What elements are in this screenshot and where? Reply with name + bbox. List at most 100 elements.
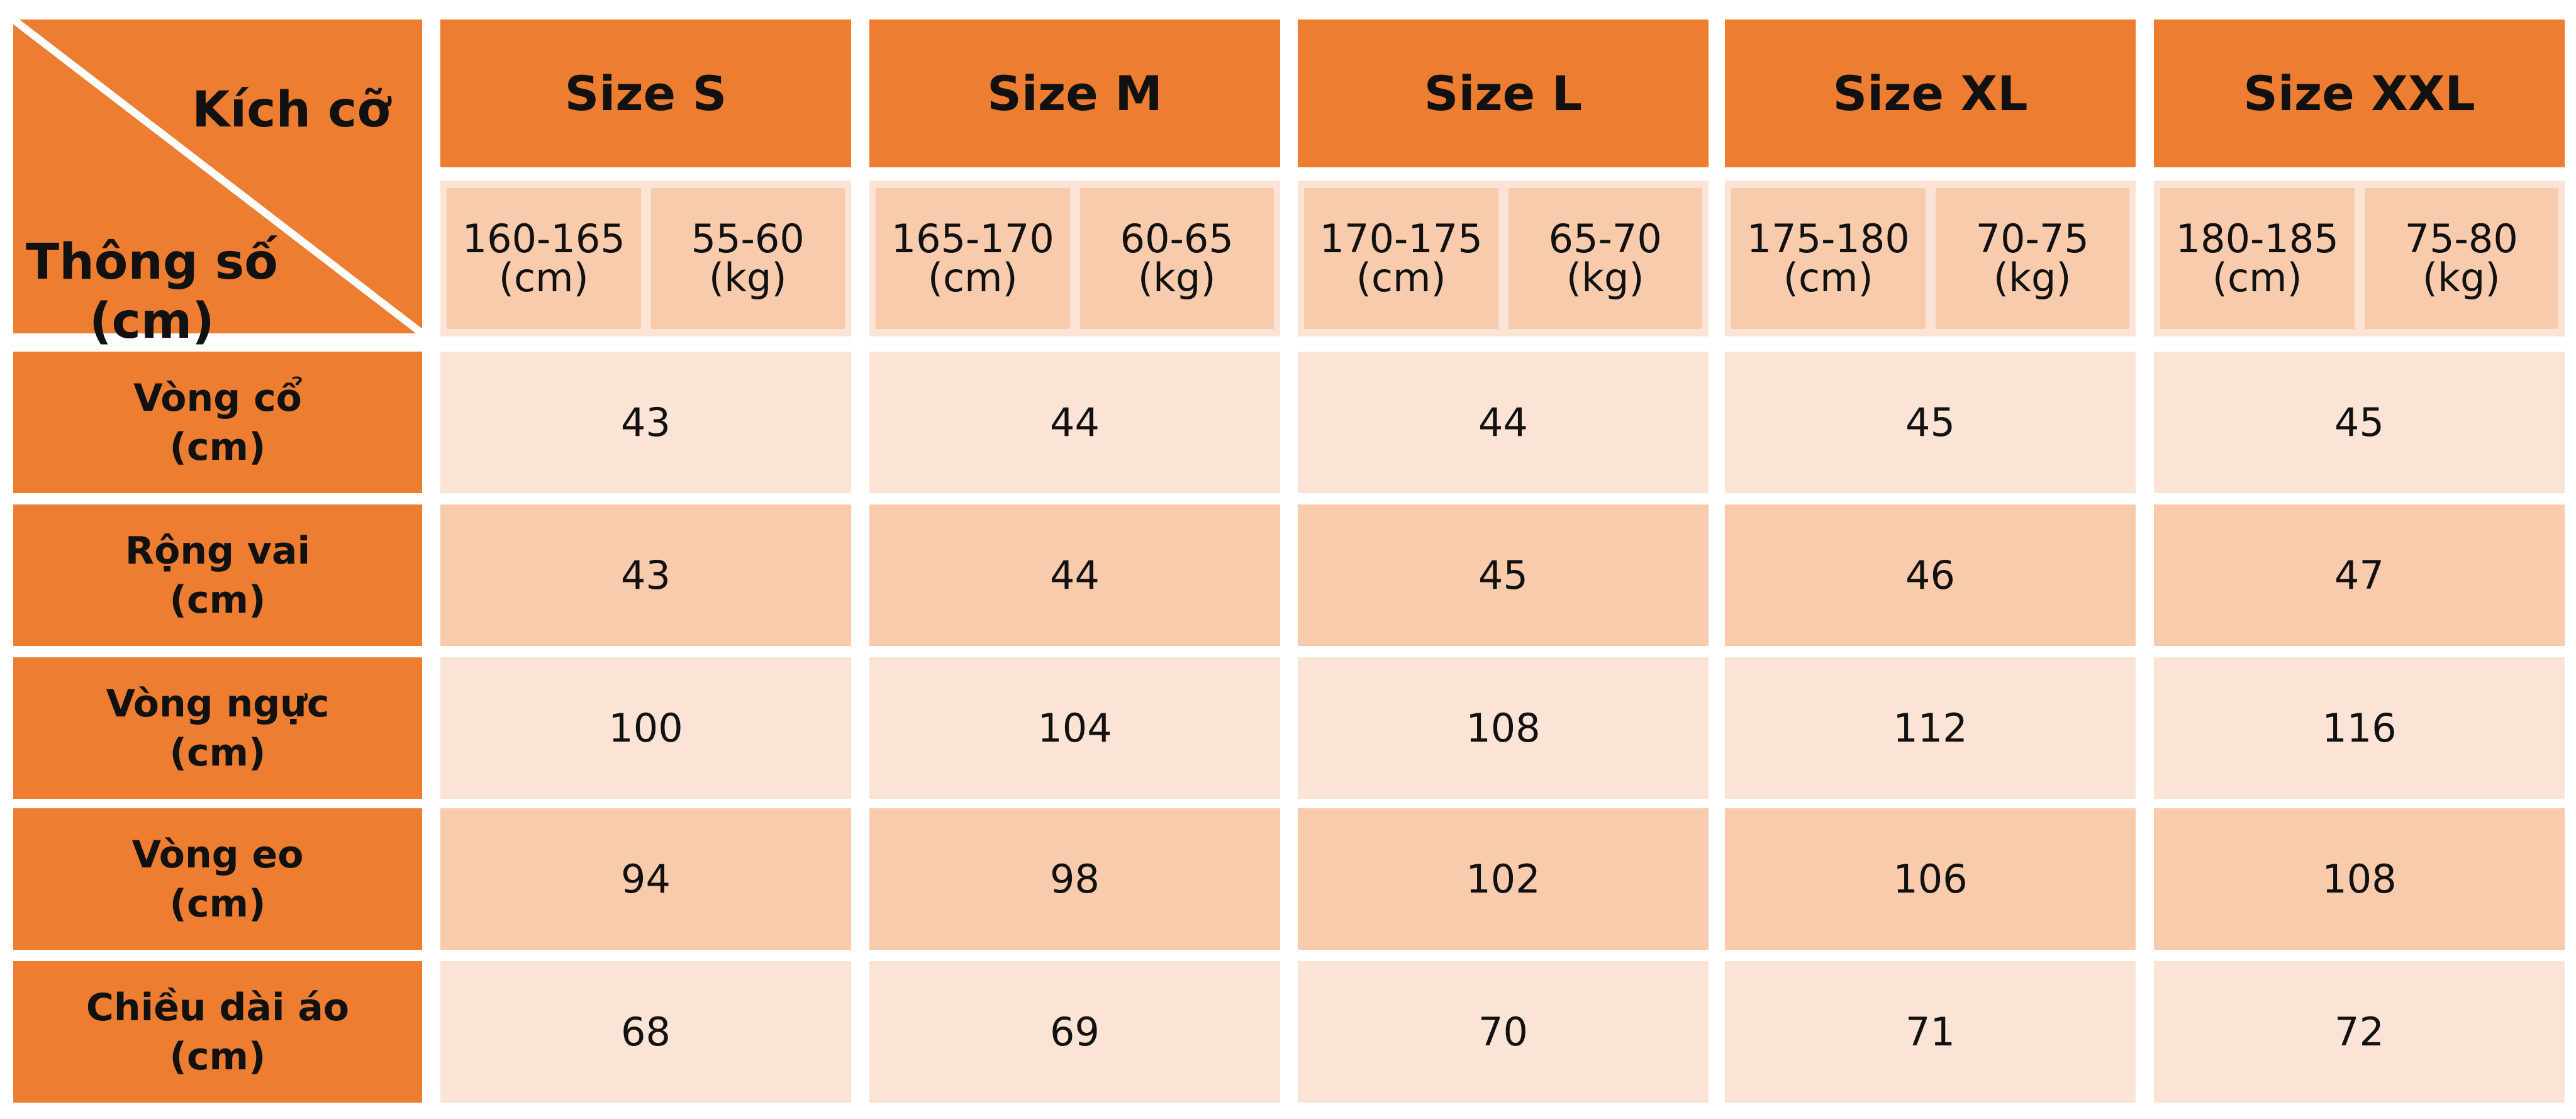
row-label: Rộng vai (cm) (13, 504, 422, 646)
size-sub-box: 160-165 (cm) 55-60 (kg) (440, 181, 851, 337)
value-text: 45 (1905, 399, 1955, 445)
height-text: (cm) (2212, 255, 2302, 301)
row-label-text: (cm) (169, 730, 266, 775)
row-label: Vòng ngực (cm) (13, 657, 422, 799)
height-text: 170-175 (1319, 216, 1483, 262)
row-label-text: Vòng eo (131, 832, 304, 877)
weight-text: 55-60 (691, 216, 805, 262)
weight-cell: 65-70 (kg) (1508, 188, 1702, 329)
value-text: 100 (608, 704, 683, 751)
corner-bottom-line: Thông số (26, 234, 278, 291)
size-sub-box: 165-170 (cm) 60-65 (kg) (869, 181, 1280, 337)
value-text: 108 (1466, 704, 1541, 751)
size-name: Size XL (1832, 65, 2028, 121)
value-cell: 71 (1725, 961, 2136, 1103)
corner-cell: Kích cỡ Thông số (cm) (13, 19, 422, 350)
row-label-text: Rộng vai (125, 528, 311, 573)
size-name: Size L (1424, 65, 1583, 121)
row-label: Vòng eo (cm) (13, 808, 422, 950)
value-cell: 44 (1298, 352, 1709, 493)
value-cell: 44 (869, 504, 1280, 646)
value-cell: 68 (440, 961, 851, 1103)
weight-text: (kg) (1137, 255, 1216, 301)
value-text: 112 (1893, 704, 1968, 751)
value-cell: 69 (869, 961, 1280, 1103)
value-cell: 108 (1298, 657, 1709, 799)
value-text: 108 (2322, 855, 2397, 902)
value-text: 46 (1905, 552, 1955, 598)
value-text: 116 (2322, 704, 2397, 751)
value-text: 69 (1050, 1008, 1100, 1055)
value-cell: 45 (1725, 352, 2136, 493)
diagonal (13, 19, 422, 333)
height-cell: 180-185 (cm) (2160, 188, 2355, 329)
size-name: Size M (987, 65, 1163, 121)
value-cell: 70 (1298, 961, 1709, 1103)
size-header: Size L (1298, 19, 1709, 167)
height-cell: 165-170 (cm) (876, 188, 1070, 329)
value-text: 45 (1478, 552, 1528, 598)
value-text: 43 (621, 552, 671, 598)
size-sub-box: 180-185 (cm) 75-80 (kg) (2154, 181, 2565, 337)
row-label-text: Vòng ngực (106, 681, 330, 726)
row-label-text: (cm) (169, 1034, 266, 1079)
value-cell: 46 (1725, 504, 2136, 646)
size-header: Size XXL (2154, 19, 2565, 167)
weight-cell: 75-80 (kg) (2364, 188, 2558, 329)
weight-text: (kg) (2422, 255, 2501, 301)
corner-bottom-line: (cm) (89, 292, 215, 350)
weight-text: 60-65 (1120, 216, 1234, 262)
height-text: (cm) (927, 255, 1018, 301)
value-text: 44 (1478, 399, 1528, 445)
weight-text: 75-80 (2404, 216, 2518, 262)
value-cell: 45 (2154, 352, 2565, 493)
height-text: (cm) (1783, 255, 1873, 301)
weight-text: 70-75 (1975, 216, 2089, 262)
row-label-text: (cm) (169, 577, 266, 622)
value-cell: 43 (440, 504, 851, 646)
value-cell: 102 (1298, 808, 1709, 950)
value-text: 94 (621, 855, 671, 902)
value-text: 44 (1050, 399, 1100, 445)
value-cell: 116 (2154, 657, 2565, 799)
row-label-text: Chiều dài áo (86, 985, 350, 1030)
row-label-text: (cm) (169, 881, 266, 926)
size-header: Size M (869, 19, 1280, 167)
value-cell: 104 (869, 657, 1280, 799)
weight-text: (kg) (1566, 255, 1644, 301)
weight-cell: 70-75 (kg) (1935, 188, 2129, 329)
row-label-text: (cm) (169, 425, 266, 469)
value-cell: 106 (1725, 808, 2136, 950)
value-cell: 45 (1298, 504, 1709, 646)
height-text: 175-180 (1746, 216, 1910, 262)
size-sub-box: 170-175 (cm) 65-70 (kg) (1298, 181, 1709, 337)
value-text: 45 (2334, 399, 2384, 445)
value-text: 47 (2334, 552, 2384, 598)
weight-text: 65-70 (1548, 216, 1662, 262)
value-text: 72 (2334, 1008, 2384, 1055)
height-text: 165-170 (891, 216, 1054, 262)
size-name: Size S (564, 65, 727, 121)
row-label: Chiều dài áo (cm) (13, 961, 422, 1103)
value-cell: 43 (440, 352, 851, 493)
value-text: 102 (1466, 855, 1541, 902)
value-text: 44 (1050, 552, 1100, 598)
height-text: 180-185 (2175, 216, 2339, 262)
value-text: 43 (621, 399, 671, 445)
corner-bottom: Thông số (cm) (26, 233, 278, 351)
weight-text: (kg) (1993, 255, 2071, 301)
value-cell: 72 (2154, 961, 2565, 1103)
value-text: 104 (1037, 704, 1112, 751)
weight-cell: 55-60 (kg) (650, 188, 845, 329)
height-cell: 160-165 (cm) (447, 188, 641, 329)
value-text: 71 (1905, 1008, 1955, 1055)
value-text: 68 (621, 1008, 671, 1055)
row-label: Vòng cổ (cm) (13, 352, 422, 493)
height-text: 160-165 (462, 216, 625, 262)
value-text: 106 (1893, 855, 1968, 902)
value-cell: 94 (440, 808, 851, 950)
value-cell: 100 (440, 657, 851, 799)
value-cell: 108 (2154, 808, 2565, 950)
size-header: Size S (440, 19, 851, 167)
